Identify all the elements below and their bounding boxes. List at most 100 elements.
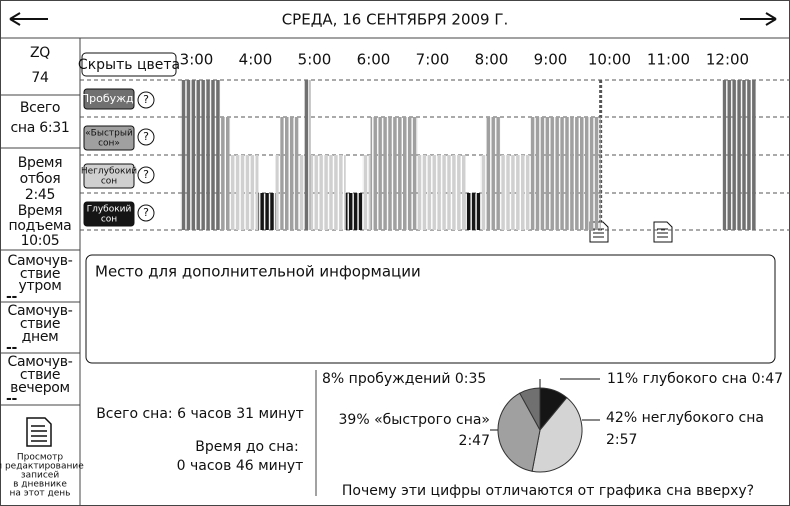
hour-label: 6:00 <box>357 51 391 69</box>
hour-label: 9:00 <box>534 51 568 69</box>
wakeup-line: Время <box>18 203 63 219</box>
hide-colors-button[interactable] <box>81 52 177 77</box>
help-icon[interactable] <box>137 166 155 184</box>
hour-label: 5:00 <box>298 51 332 69</box>
prev-arrow[interactable] <box>9 12 48 26</box>
stage-label-box <box>83 201 135 227</box>
hour-label: 3:00 <box>180 51 214 69</box>
feeling-line: Самочув- <box>8 253 73 269</box>
pie-time: 2:47 <box>459 433 490 449</box>
help-text: ? <box>143 206 149 219</box>
pie-label: 39% «быстрого сна» <box>339 412 491 428</box>
bedtime-line: Время <box>18 155 63 171</box>
hypnogram-bar <box>417 155 466 230</box>
wakeup-line: подъема <box>9 218 72 234</box>
feeling-line: вечером <box>10 380 70 396</box>
question-link[interactable]: Почему эти цифры отличаются от графика с… <box>342 483 754 499</box>
wakeup-line: 10:05 <box>21 233 60 249</box>
stage-label: Неглубокий <box>81 167 137 177</box>
feeling-value: -- <box>6 391 18 407</box>
feeling-line: Самочув- <box>8 303 73 319</box>
stage-label-box <box>83 88 135 110</box>
pie-label: 8% пробуждений 0:35 <box>322 371 486 387</box>
latency-value: 0 часов 46 минут <box>177 458 304 474</box>
help-text: ? <box>143 168 149 181</box>
feeling-line: днем <box>22 329 59 345</box>
total-sleep-line: сна 6:31 <box>11 120 70 136</box>
feeling-line: утром <box>19 278 62 294</box>
pie-label: 42% неглубокого сна <box>606 410 764 426</box>
hypnogram-bar <box>485 117 501 230</box>
help-icon[interactable] <box>137 204 155 222</box>
hypnogram-bar <box>180 80 221 230</box>
stage-label: Пробужд. <box>81 92 137 105</box>
pie-slice <box>519 387 541 431</box>
total-sleep-line: Всего <box>20 100 60 116</box>
hour-label: 4:00 <box>239 51 273 69</box>
hour-label: 10:00 <box>588 51 631 69</box>
latency-label: Время до сна: <box>195 439 298 455</box>
help-text: ? <box>143 93 149 106</box>
stage-label: сон <box>101 177 117 187</box>
help-icon[interactable] <box>137 128 155 146</box>
hypnogram-bar <box>275 155 281 230</box>
pie-slice <box>497 392 541 472</box>
hour-label: 12:00 <box>706 51 749 69</box>
stage-label-box <box>83 163 135 189</box>
help-text: ? <box>143 130 149 143</box>
hypnogram-bar <box>345 193 363 230</box>
info-box[interactable] <box>85 254 776 364</box>
diary-link-line: записей <box>21 471 60 481</box>
bedtime-line: отбоя <box>20 171 61 187</box>
date-title: СРЕДА, 16 СЕНТЯБРЯ 2009 Г. <box>282 11 509 29</box>
button-label[interactable]: Скрыть цвета <box>78 57 180 73</box>
hypnogram-bar <box>258 193 276 230</box>
stage-label-box <box>83 125 135 151</box>
feeling-line: ствие <box>20 367 60 383</box>
hypnogram-bar <box>304 80 311 230</box>
stage-label: «Быстрый <box>85 129 133 139</box>
stage-label: сон» <box>98 139 120 149</box>
pie-label: 11% глубокого сна 0:47 <box>607 371 783 387</box>
note-icon[interactable] <box>653 221 673 243</box>
hypnogram-bar <box>230 155 259 230</box>
help-icon[interactable] <box>137 91 155 109</box>
hypnogram-bar <box>500 155 531 230</box>
diary-link-line: Просмотр <box>17 453 63 463</box>
feeling-line: ствие <box>20 316 60 332</box>
hour-label: 8:00 <box>475 51 509 69</box>
hypnogram-bar <box>280 117 299 230</box>
hypnogram-bar <box>310 155 346 230</box>
hypnogram-bar <box>298 155 305 230</box>
hour-label: 7:00 <box>416 51 450 69</box>
diary-link-line: в дневнике <box>13 480 67 490</box>
stage-label: сон <box>101 215 117 225</box>
bedtime-line: 2:45 <box>25 187 55 203</box>
hypnogram-bar <box>465 193 481 230</box>
zq-value: 74 <box>31 70 49 86</box>
diary-link-line: и редактирование <box>0 462 84 472</box>
hypnogram-bar <box>220 117 231 230</box>
feeling-line: ствие <box>20 266 60 282</box>
hypnogram-bar <box>362 155 371 230</box>
info-text: Место для дополнительной информации <box>95 263 421 281</box>
hypnogram-bar <box>370 117 418 230</box>
diary-link-line: на этот день <box>9 489 70 499</box>
hour-label: 11:00 <box>647 51 690 69</box>
feeling-value: -- <box>6 340 18 356</box>
total-sleep: Всего сна: 6 часов 31 минут <box>96 406 304 422</box>
sidebar-dividers <box>0 94 80 406</box>
feeling-value: -- <box>6 289 18 305</box>
zq-label: ZQ <box>30 45 50 61</box>
pie-time: 2:57 <box>606 432 637 448</box>
next-arrow[interactable] <box>740 12 777 26</box>
hypnogram-bar <box>722 80 757 230</box>
pie-slice <box>531 396 583 473</box>
feeling-line: Самочув- <box>8 354 73 370</box>
diary-icon[interactable] <box>26 417 52 447</box>
hypnogram-bar <box>480 155 486 230</box>
hypnogram-bar <box>530 117 601 230</box>
stage-label: Глубокий <box>87 205 132 215</box>
